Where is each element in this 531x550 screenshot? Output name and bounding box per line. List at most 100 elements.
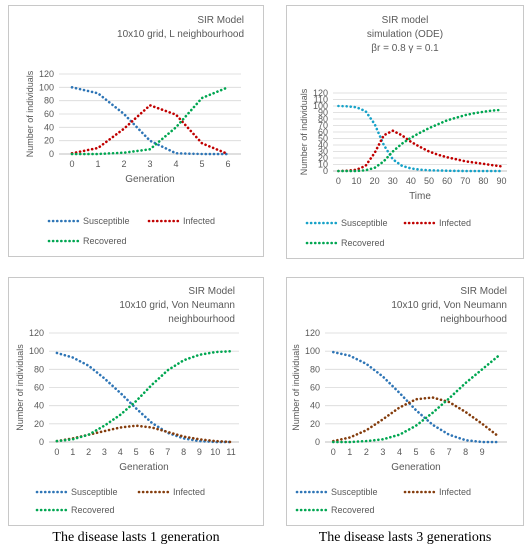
- chart-title-line: SIR Model: [197, 15, 244, 26]
- x-axis-title: Generation: [391, 462, 440, 473]
- x-tick-label: 5: [413, 447, 418, 457]
- y-tick-label: 120: [39, 69, 54, 79]
- y-tick-label: 50: [318, 134, 328, 144]
- x-tick-label: 6: [225, 159, 230, 169]
- y-axis-title: Number of individuals: [25, 70, 35, 157]
- legend-label: Susceptible: [71, 487, 118, 497]
- x-tick-label: 90: [497, 176, 507, 186]
- x-tick-label: 4: [118, 447, 123, 457]
- legend-label: Susceptible: [331, 487, 378, 497]
- y-tick-label: 110: [314, 95, 328, 105]
- x-tick-label: 50: [424, 176, 434, 186]
- chart-panel-top-right: SIR model simulation (ODE) βr = 0.8 γ = 0.…: [286, 5, 524, 259]
- y-tick-label: 120: [29, 328, 44, 338]
- y-tick-label: 40: [310, 401, 320, 411]
- y-tick-label: 120: [313, 88, 328, 98]
- y-tick-label: 70: [318, 121, 328, 131]
- x-tick-label: 2: [121, 159, 126, 169]
- series-line-recovered: [55, 349, 233, 443]
- x-tick-label: 2: [86, 447, 91, 457]
- y-tick-label: 80: [44, 96, 54, 106]
- series-line-susceptible: [55, 351, 233, 444]
- x-tick-label: 3: [147, 159, 152, 169]
- chart-svg: SIR Model 10x10 grid, L neighbourhood 0 20 4…: [25, 15, 244, 246]
- chart-title-line: SIR Model: [460, 286, 507, 297]
- y-tick-label: 30: [318, 147, 328, 157]
- x-tick-label: 6: [149, 447, 154, 457]
- x-tick-label: 3: [102, 447, 107, 457]
- y-tick-label: 20: [44, 136, 54, 146]
- x-tick-label: 0: [69, 159, 74, 169]
- y-axis-title: Number of individuals: [299, 88, 309, 175]
- chart-title-line: 10x10 grid, L neighbourhood: [117, 29, 244, 40]
- chart-svg: SIR Model 10x10 grid, Von Neumann neighbou…: [291, 286, 507, 515]
- x-tick-label: 0: [336, 176, 341, 186]
- y-tick-label: 60: [318, 127, 328, 137]
- series-line-infected: [331, 396, 500, 443]
- chart-title-line: neighbourhood: [168, 314, 235, 325]
- y-tick-label: 100: [39, 82, 54, 92]
- x-tick-label: 9: [197, 447, 202, 457]
- chart-panel-bottom-right: SIR Model 10x10 grid, Von Neumann neighbou…: [286, 277, 524, 526]
- chart-svg: SIR Model 10x10 grid, Von Neumann neighbou…: [15, 286, 239, 515]
- y-axis-title: Number of individuals: [291, 344, 301, 431]
- y-tick-label: 10: [318, 160, 328, 170]
- y-tick-label: 100: [305, 346, 320, 356]
- y-tick-label: 60: [310, 383, 320, 393]
- series-line-infected: [70, 103, 230, 156]
- chart-panel-top-left: SIR Model 10x10 grid, L neighbourhood 0 20 4…: [8, 5, 264, 257]
- x-tick-label: 3: [380, 447, 385, 457]
- chart-title-line: 10x10 grid, Von Neumann: [119, 300, 235, 311]
- y-tick-label: 20: [34, 419, 44, 429]
- legend-label: Infected: [439, 487, 471, 497]
- chart-title-line: neighbourhood: [440, 314, 507, 325]
- x-tick-label: 80: [478, 176, 488, 186]
- legend-label: Susceptible: [83, 216, 130, 226]
- chart-title-line: SIR model: [382, 15, 429, 26]
- x-tick-label: 1: [347, 447, 352, 457]
- x-tick-label: 20: [370, 176, 380, 186]
- legend-label: Infected: [439, 218, 471, 228]
- series-line-recovered: [331, 354, 500, 444]
- x-tick-label: 9: [480, 447, 485, 457]
- legend-label: Susceptible: [341, 218, 388, 228]
- x-tick-label: 6: [430, 447, 435, 457]
- y-tick-label: 0: [39, 437, 44, 447]
- y-tick-label: 60: [44, 109, 54, 119]
- y-tick-label: 0: [323, 166, 328, 176]
- x-tick-label: 1: [95, 159, 100, 169]
- series-line-susceptible: [337, 104, 503, 173]
- x-tick-label: 10: [352, 176, 362, 186]
- x-axis-title: Time: [409, 191, 431, 202]
- y-tick-label: 40: [44, 122, 54, 132]
- x-tick-label: 4: [173, 159, 178, 169]
- y-tick-label: 120: [305, 328, 320, 338]
- series-line-infected: [55, 424, 233, 444]
- y-axis-title: Number of individuals: [15, 344, 25, 431]
- series-line-recovered: [337, 108, 503, 173]
- x-tick-label: 8: [181, 447, 186, 457]
- legend-label: Recovered: [341, 238, 385, 248]
- x-tick-label: 1: [70, 447, 75, 457]
- legend-label: Infected: [173, 487, 205, 497]
- chart-title-line: 10x10 grid, Von Neumann: [391, 300, 507, 311]
- x-tick-label: 8: [463, 447, 468, 457]
- x-tick-label: 60: [442, 176, 452, 186]
- x-tick-label: 7: [165, 447, 170, 457]
- y-tick-label: 40: [318, 140, 328, 150]
- caption-left: The disease lasts 1 generation: [52, 530, 220, 545]
- y-tick-label: 20: [318, 153, 328, 163]
- chart-panel-bottom-left: SIR Model 10x10 grid, Von Neumann neighbou…: [8, 277, 264, 526]
- x-tick-label: 11: [226, 447, 235, 457]
- x-tick-label: 4: [397, 447, 402, 457]
- x-tick-label: 30: [388, 176, 398, 186]
- x-tick-label: 5: [199, 159, 204, 169]
- y-tick-label: 20: [310, 419, 320, 429]
- y-tick-label: 0: [315, 437, 320, 447]
- series-line-infected: [337, 129, 503, 173]
- x-tick-label: 2: [364, 447, 369, 457]
- x-tick-label: 7: [447, 447, 452, 457]
- y-tick-label: 100: [29, 346, 44, 356]
- x-tick-label: 40: [406, 176, 416, 186]
- y-tick-label: 60: [34, 383, 44, 393]
